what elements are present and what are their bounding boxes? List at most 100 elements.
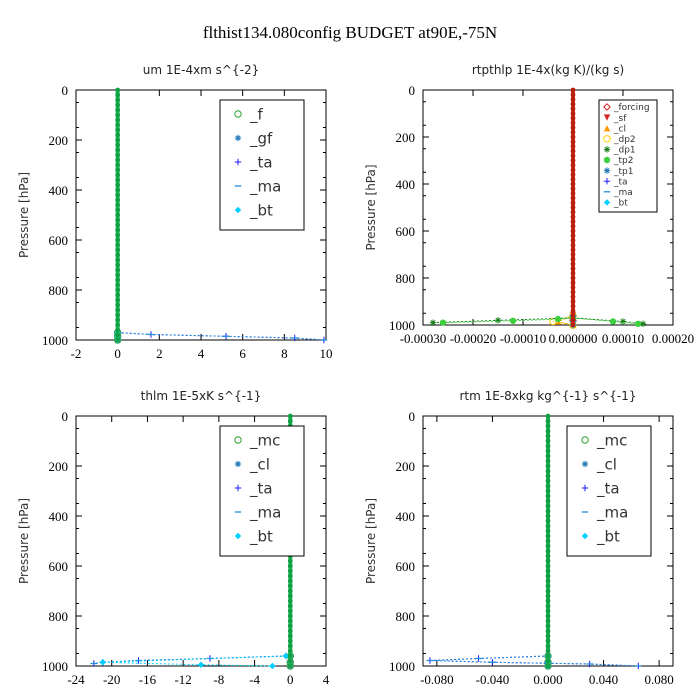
zero-profile-point xyxy=(545,423,551,429)
x-tick-label: 0 xyxy=(114,346,121,361)
x-tick-label: 4 xyxy=(198,346,205,361)
zero-profile-point xyxy=(115,212,121,218)
zero-profile-point xyxy=(545,468,551,474)
series-line xyxy=(429,655,639,667)
data-point xyxy=(494,317,502,324)
legend-marker xyxy=(603,135,611,143)
legend-label: _cl xyxy=(613,124,626,134)
zero-profile-point xyxy=(545,508,551,514)
legend-box xyxy=(598,99,658,213)
zero-profile-point xyxy=(115,107,121,113)
data-point xyxy=(509,317,517,324)
zero-profile-point xyxy=(570,209,576,215)
x-tick-label: -12 xyxy=(174,672,191,687)
zero-profile-point xyxy=(545,553,551,559)
y-tick-label: 0 xyxy=(409,83,416,98)
y-axis-label: Pressure [hPa] xyxy=(364,164,378,250)
zero-profile-point xyxy=(115,147,121,153)
zero-profile-point xyxy=(570,153,576,159)
data-point xyxy=(429,319,437,326)
legend-label: _dp2 xyxy=(613,135,636,145)
data-point xyxy=(609,318,617,325)
legend: _f _gf _ta _ma _bt xyxy=(219,99,305,231)
legend-label: _mc xyxy=(249,431,280,450)
x-tick-label: -8 xyxy=(213,672,224,687)
y-tick-label: 1000 xyxy=(389,659,415,674)
series-line xyxy=(102,655,286,667)
zero-profile-point xyxy=(115,312,121,318)
legend-label: _f xyxy=(249,105,264,124)
zero-profile-point xyxy=(115,202,121,208)
zero-profile-point xyxy=(570,125,576,130)
legend-label: _mc xyxy=(596,431,627,450)
zero-profile-point xyxy=(287,628,293,634)
x-tick-label: 10 xyxy=(320,346,333,361)
zero-profile-point xyxy=(570,167,576,173)
legend-label: _ma xyxy=(613,188,633,198)
zero-profile-point xyxy=(287,603,293,609)
zero-profile-point xyxy=(570,186,576,192)
x-tick-label: 0.080 xyxy=(644,672,673,687)
zero-profile-point xyxy=(545,493,551,499)
zero-profile-point xyxy=(545,458,551,464)
zero-profile-point xyxy=(115,337,121,343)
x-tick-label: 0.00020 xyxy=(652,331,694,346)
x-tick-label: -0.00030 xyxy=(400,331,447,346)
zero-profile-point xyxy=(115,317,121,323)
zero-profile-point xyxy=(570,303,576,309)
zero-profile-point xyxy=(115,207,121,213)
zero-profile-point xyxy=(570,252,576,257)
legend-label: _tp2 xyxy=(613,156,633,166)
data-point xyxy=(554,315,562,323)
zero-profile-point xyxy=(115,322,121,328)
data-point xyxy=(439,319,447,326)
panel-4: rtm 1E-8xkg kg^{-1} s^{-1} Pressure [hPa]… xyxy=(364,389,674,687)
zero-profile-point xyxy=(287,643,293,649)
zero-profile-point xyxy=(287,418,293,424)
zero-profile-point xyxy=(570,162,576,168)
x-tick-label: -0.080 xyxy=(420,672,454,687)
zero-profile-point xyxy=(287,598,293,604)
legend-label: _ta xyxy=(613,177,628,187)
y-tick-label: 200 xyxy=(49,459,69,474)
zero-profile-point xyxy=(545,548,551,554)
zero-profile-point xyxy=(115,252,121,258)
panel-title: um 1E-4xm s^{-2} xyxy=(143,63,259,77)
panel-2: rtpthlp 1E-4x(kg K)/(kg s) Pressure [hPa]… xyxy=(364,63,694,346)
zero-profile-point xyxy=(287,588,293,594)
zero-profile-point xyxy=(570,317,576,323)
y-tick-label: 800 xyxy=(396,271,416,286)
x-tick-label: 8 xyxy=(281,346,288,361)
legend-marker xyxy=(603,103,611,111)
y-tick-label: 800 xyxy=(49,283,69,298)
zero-profile-point xyxy=(545,558,551,564)
zero-profile-point xyxy=(287,608,293,614)
zero-profile-point xyxy=(115,97,121,103)
zero-profile-point xyxy=(570,233,576,239)
y-tick-label: 1000 xyxy=(42,333,68,348)
zero-profile-point xyxy=(545,633,551,639)
zero-profile-point xyxy=(570,101,576,107)
zero-profile-point xyxy=(570,285,576,290)
y-tick-label: 1000 xyxy=(42,659,68,674)
legend-label: _ta xyxy=(249,479,273,498)
zero-profile-point xyxy=(570,148,576,154)
zero-profile-point xyxy=(545,478,551,484)
data-point xyxy=(197,661,205,668)
zero-profile-point xyxy=(287,653,293,659)
zero-profile-point xyxy=(115,282,121,288)
zero-profile-point xyxy=(545,538,551,544)
legend-marker xyxy=(234,436,242,444)
legend-label: _forcing xyxy=(613,103,650,113)
legend-label: _ta xyxy=(596,479,620,498)
zero-profile-point xyxy=(115,102,121,108)
legend-marker xyxy=(603,125,611,132)
zero-profile-point xyxy=(115,142,121,148)
y-tick-label: 600 xyxy=(49,233,69,248)
zero-profile-point xyxy=(570,205,576,210)
zero-profile-point xyxy=(545,648,551,654)
zero-profile-point xyxy=(570,238,576,243)
zero-profile-point xyxy=(115,197,121,203)
x-tick-label: 2 xyxy=(156,346,163,361)
legend-box xyxy=(566,425,652,557)
